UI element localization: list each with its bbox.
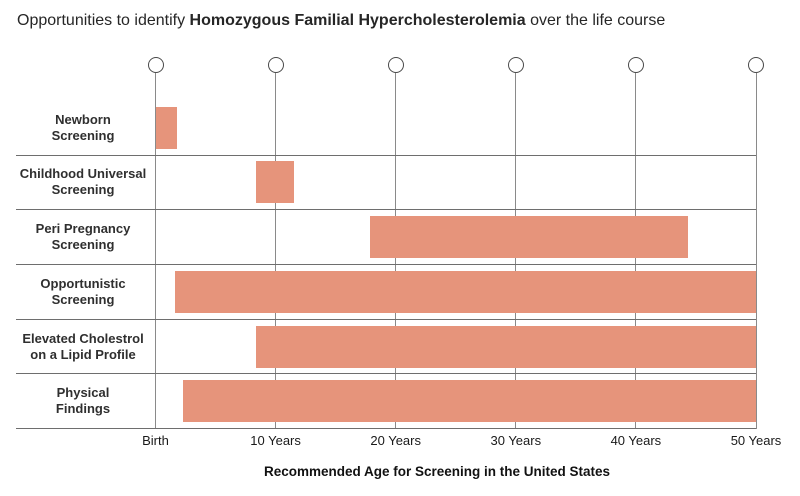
x-tick-label: 50 Years: [730, 433, 782, 448]
timeline-node-icon: [507, 57, 524, 73]
row-separator: [16, 428, 756, 430]
row-separator: [16, 263, 756, 265]
timeline-bar: [174, 270, 756, 313]
x-tick-label: 40 Years: [610, 433, 662, 448]
timeline-bar: [183, 380, 756, 423]
row-separator: [16, 373, 756, 375]
row-label: Childhood Universal Screening: [19, 166, 147, 198]
chart-title-prefix: Opportunities to identify: [17, 12, 190, 29]
row-label: Elevated Cholestrol on a Lipid Profile: [22, 330, 144, 362]
timeline-node-icon: [387, 57, 404, 73]
grid-line: [275, 73, 277, 429]
timeline-bar: [256, 325, 756, 368]
timeline-node-icon: [147, 57, 164, 73]
chart-title-suffix: over the life course: [525, 12, 666, 29]
row-separator: [16, 318, 756, 320]
timeline-bar: [155, 106, 178, 149]
timeline-node-icon: [748, 57, 764, 73]
row-label: Physical Findings: [55, 385, 111, 417]
row-separator: [16, 209, 756, 211]
chart-title: Opportunities to identify Homozygous Fam…: [17, 10, 665, 32]
row-separator: [16, 154, 756, 156]
x-tick-label: 10 Years: [250, 433, 301, 448]
x-tick-label: Birth: [142, 433, 169, 448]
timeline-node-icon: [267, 57, 284, 73]
row-label: Newborn Screening: [51, 111, 115, 143]
chart-title-emphasis: Homozygous Familial Hypercholesterolemia: [189, 12, 526, 29]
row-label: Opportunistic Screening: [40, 275, 126, 307]
grid-line: [155, 73, 156, 429]
x-tick-label: 20 Years: [370, 433, 421, 448]
x-axis-title: Recommended Age for Screening in the Uni…: [263, 464, 611, 479]
timeline-bar: [256, 161, 294, 204]
x-tick-label: 30 Years: [490, 433, 542, 448]
timeline-bar: [370, 216, 688, 259]
timeline-node-icon: [627, 57, 644, 73]
grid-line: [755, 73, 757, 429]
row-label: Peri Pregnancy Screening: [35, 221, 131, 253]
